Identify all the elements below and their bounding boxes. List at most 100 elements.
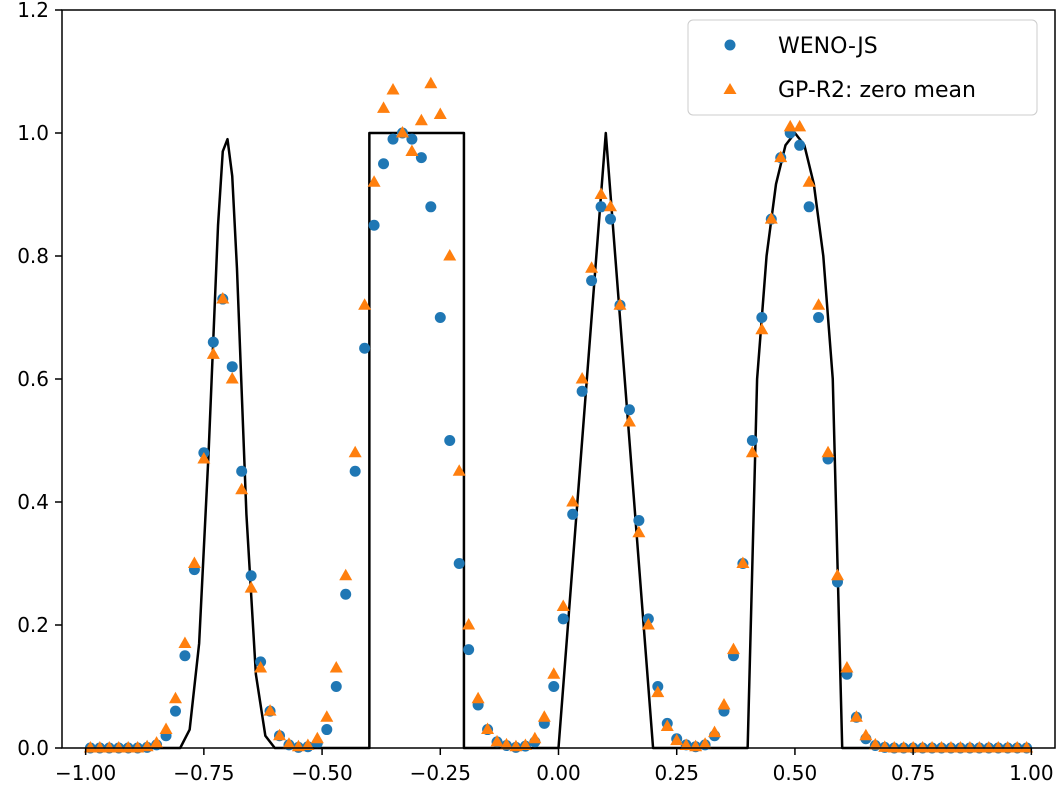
weno-point — [813, 312, 825, 323]
gp-point — [168, 691, 182, 704]
weno-point — [567, 508, 579, 520]
y-tick-label: 0.6 — [17, 367, 49, 391]
gp-point — [793, 119, 807, 132]
gp-point — [982, 741, 996, 753]
gp-point — [736, 556, 750, 568]
gp-point — [944, 741, 958, 753]
weno-point — [794, 139, 806, 151]
gp-point — [471, 691, 485, 704]
weno-point — [756, 312, 768, 323]
weno-point — [387, 133, 399, 145]
gp-point — [528, 731, 542, 744]
gp-point — [150, 736, 164, 748]
gp-point — [906, 741, 920, 753]
gp-point — [632, 525, 646, 538]
weno-point — [453, 558, 465, 569]
gp-point — [537, 710, 551, 722]
weno-point — [586, 275, 598, 287]
weno-point — [444, 435, 456, 446]
legend-marker-gp — [723, 83, 737, 94]
gp-point — [594, 187, 608, 199]
gp-point — [556, 599, 570, 612]
gp-point — [348, 445, 362, 458]
x-tick-label: −1.00 — [55, 761, 116, 785]
gp-point — [717, 697, 731, 710]
x-tick-label: 0.25 — [654, 761, 699, 785]
x-tick-label: 0.00 — [536, 761, 581, 785]
gp-point — [1010, 741, 1024, 753]
weno-point — [425, 201, 437, 213]
weno-point — [434, 312, 446, 323]
gp-point — [585, 261, 599, 273]
gp-point — [859, 728, 873, 741]
gp-point — [310, 731, 324, 744]
gp-point — [518, 738, 532, 751]
gp-point — [244, 581, 258, 593]
weno-point — [236, 465, 248, 477]
gp-point — [358, 298, 372, 310]
weno-point — [746, 435, 758, 446]
gp-point — [925, 741, 939, 753]
gp-point — [263, 704, 277, 716]
weno-point — [576, 385, 588, 397]
weno-point — [330, 681, 342, 692]
gp-point — [320, 710, 334, 722]
gp-point — [178, 636, 192, 648]
gp-point — [755, 322, 769, 335]
gp-point — [377, 101, 391, 113]
y-tick-label: 0.2 — [17, 613, 49, 637]
weno-point — [179, 650, 191, 662]
gp-point — [112, 741, 126, 753]
gp-point — [651, 685, 665, 698]
gp-point — [433, 107, 447, 120]
gp-point — [1020, 741, 1034, 753]
gp-point — [216, 292, 230, 304]
gp-point — [868, 737, 882, 750]
gp-point — [187, 556, 201, 568]
gp-point — [1001, 741, 1015, 753]
gp-point — [566, 495, 580, 507]
gp-point — [726, 642, 740, 655]
gp-point — [367, 175, 381, 187]
weno-point — [415, 152, 427, 164]
x-tick-label: −0.75 — [173, 761, 234, 785]
gp-point — [698, 737, 712, 749]
gp-point — [660, 719, 674, 731]
weno-point — [169, 705, 181, 717]
weno-point — [340, 588, 352, 600]
gp-point — [547, 667, 561, 679]
gp-point — [386, 82, 400, 95]
legend: WENO-JS GP-R2: zero mean — [687, 19, 1038, 116]
gp-point — [93, 741, 107, 753]
legend-label-gp: GP-R2: zero mean — [778, 78, 976, 103]
weno-point — [359, 342, 371, 354]
weno-point — [548, 681, 560, 692]
gp-point — [613, 298, 627, 310]
gp-point — [935, 741, 949, 753]
gp-point — [131, 741, 145, 753]
gp-point — [575, 372, 589, 384]
gp-point — [102, 741, 116, 753]
gp-point — [329, 661, 343, 673]
gp-point — [963, 741, 977, 753]
gp-point — [197, 451, 211, 464]
gp-point — [414, 113, 428, 126]
weno-point — [245, 570, 257, 582]
weno-point — [803, 201, 815, 213]
gp-point — [225, 372, 239, 384]
axes: −1.00 −0.75 −0.50 −0.25 0.00 0.25 0.50 0.75 1.00… — [17, 0, 1056, 785]
x-tick-label: −0.25 — [410, 761, 471, 785]
weno-point — [321, 724, 333, 736]
gp-point — [424, 76, 438, 89]
gp-point — [339, 568, 353, 581]
y-tick-label: 0.4 — [17, 490, 49, 514]
gp-point — [462, 618, 476, 630]
gp-point — [916, 741, 930, 753]
gp-point — [991, 741, 1005, 753]
gp-point — [121, 741, 135, 753]
gp-point — [481, 722, 495, 735]
gp-point — [301, 738, 315, 751]
legend-box — [687, 19, 1038, 116]
